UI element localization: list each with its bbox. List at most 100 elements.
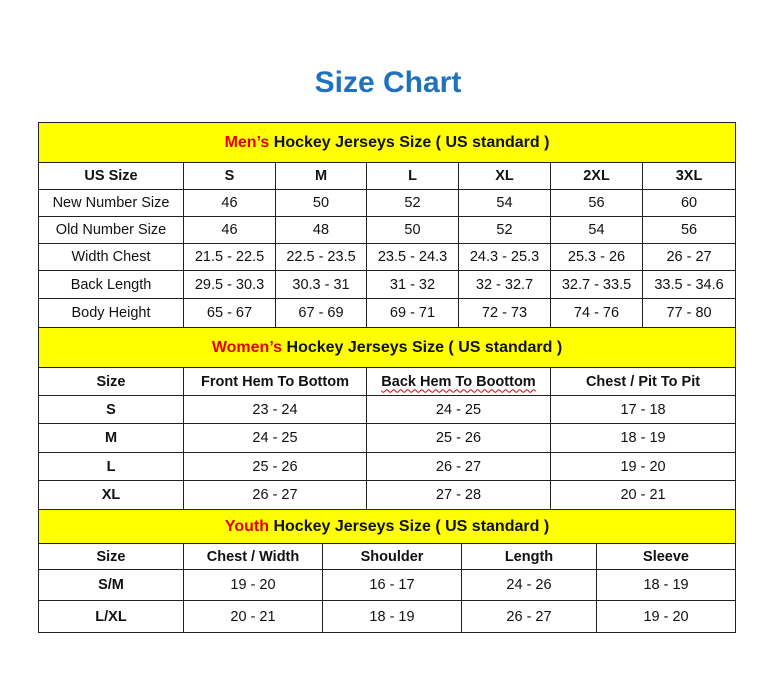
table-cell: 24.3 - 25.3 [458, 243, 551, 271]
column-header: Length [461, 543, 597, 570]
column-header: 3XL [641, 162, 737, 190]
table-cell: 24 - 25 [366, 395, 551, 424]
table-cell: 26 - 27 [366, 452, 551, 481]
row-label: Width Chest [38, 243, 184, 271]
womens-heading-text: Hockey Jerseys Size ( US standard ) [282, 338, 563, 356]
table-row: S 23 - 24 24 - 25 17 - 18 [38, 395, 737, 424]
women-column-headers: Size Front Hem To Bottom Back Hem To Boott… [38, 367, 737, 396]
table-cell: 20 - 21 [183, 600, 323, 633]
column-header: 2XL [550, 162, 643, 190]
table-cell: 27 - 28 [366, 480, 551, 510]
table-cell: 32 - 32.7 [458, 270, 551, 299]
table-cell: 17 - 18 [549, 395, 737, 424]
row-label: S/M [38, 569, 184, 601]
spellcheck-word: Back Hem To Boottom [381, 373, 536, 390]
column-header: Front Hem To Bottom [183, 367, 367, 396]
row-label: Back Length [38, 270, 184, 299]
column-header: Sleeve [595, 543, 737, 570]
youth-heading-text: Hockey Jerseys Size ( US standard ) [269, 517, 550, 535]
table-cell: 48 [275, 216, 367, 244]
table-row: M 24 - 25 25 - 26 18 - 19 [38, 423, 737, 453]
table-row: Body Height 65 - 67 67 - 69 69 - 71 72 - 73 7… [38, 298, 737, 328]
column-header: Size [38, 543, 184, 570]
table-cell: 52 [458, 216, 551, 244]
table-cell: 50 [366, 216, 459, 244]
table-cell: 31 - 32 [366, 270, 459, 299]
mens-heading-text: Hockey Jerseys Size ( US standard ) [269, 133, 550, 151]
table-cell: 25 - 26 [366, 423, 551, 453]
table-cell: 65 - 67 [183, 298, 276, 328]
table-cell: 54 [458, 189, 551, 217]
table-cell: 46 [183, 189, 276, 217]
table-cell: 22.5 - 23.5 [275, 243, 367, 271]
youth-size-table: Youth Hockey Jerseys Size ( US standard … [37, 509, 737, 633]
table-cell: 29.5 - 30.3 [183, 270, 276, 299]
table-cell: 21.5 - 22.5 [183, 243, 276, 271]
column-header: US Size [38, 162, 184, 190]
column-header: L [366, 162, 459, 190]
youth-heading-highlight: Youth [224, 517, 270, 535]
table-cell: 24 - 26 [461, 569, 597, 601]
row-label: New Number Size [38, 189, 184, 217]
womens-section-heading: Women’s Hockey Jerseys Size ( US standar… [37, 327, 737, 368]
table-cell: 18 - 19 [322, 600, 462, 633]
table-cell: 67 - 69 [275, 298, 367, 328]
table-row: Old Number Size 46 48 50 52 54 56 [38, 216, 737, 244]
table-cell: 18 - 19 [595, 569, 737, 601]
row-label: L [38, 452, 184, 481]
table-cell: 19 - 20 [183, 569, 323, 601]
table-cell: 30.3 - 31 [275, 270, 367, 299]
table-cell: 25.3 - 26 [550, 243, 643, 271]
table-cell: 26 - 27 [641, 243, 737, 271]
womens-heading-highlight: Women’s [211, 338, 283, 356]
youth-column-headers: Size Chest / Width Shoulder Length Sleeve [38, 543, 737, 570]
table-cell: 54 [550, 216, 643, 244]
row-label: L/XL [38, 600, 184, 633]
men-column-headers: US Size S M L XL 2XL 3XL [38, 162, 737, 190]
column-header: XL [458, 162, 551, 190]
table-row: L/XL 20 - 21 18 - 19 26 - 27 19 - 20 [38, 600, 737, 633]
page-title: Size Chart [314, 66, 462, 99]
table-row: XL 26 - 27 27 - 28 20 - 21 [38, 480, 737, 510]
table-cell: 16 - 17 [322, 569, 462, 601]
table-cell: 25 - 26 [183, 452, 367, 481]
table-cell: 19 - 20 [549, 452, 737, 481]
youth-section-heading: Youth Hockey Jerseys Size ( US standard … [37, 509, 737, 544]
column-header: M [275, 162, 367, 190]
womens-size-table: Women’s Hockey Jerseys Size ( US standar… [37, 327, 737, 510]
table-cell: 72 - 73 [458, 298, 551, 328]
table-cell: 77 - 80 [641, 298, 737, 328]
table-cell: 56 [550, 189, 643, 217]
table-cell: 74 - 76 [550, 298, 643, 328]
row-label: M [38, 423, 184, 453]
table-cell: 60 [641, 189, 737, 217]
column-header: S [183, 162, 276, 190]
table-cell: 18 - 19 [549, 423, 737, 453]
table-cell: 52 [366, 189, 459, 217]
table-row: S/M 19 - 20 16 - 17 24 - 26 18 - 19 [38, 569, 737, 601]
row-label: Body Height [38, 298, 184, 328]
column-header: Chest / Pit To Pit [549, 367, 737, 396]
row-label: S [38, 395, 184, 424]
table-cell: 46 [183, 216, 276, 244]
table-row: Back Length 29.5 - 30.3 30.3 - 31 31 - 32 32… [38, 270, 737, 299]
table-cell: 19 - 20 [595, 600, 737, 633]
table-cell: 26 - 27 [183, 480, 367, 510]
table-cell: 56 [641, 216, 737, 244]
table-cell: 23 - 24 [183, 395, 367, 424]
column-header: Back Hem To Boottom [366, 367, 551, 396]
table-cell: 32.7 - 33.5 [550, 270, 643, 299]
row-label: XL [38, 480, 184, 510]
row-label: Old Number Size [38, 216, 184, 244]
mens-section-heading: Men’s Hockey Jerseys Size ( US standard … [37, 122, 737, 163]
column-header: Chest / Width [183, 543, 323, 570]
table-cell: 24 - 25 [183, 423, 367, 453]
column-header: Shoulder [322, 543, 462, 570]
mens-heading-highlight: Men’s [224, 133, 270, 151]
table-cell: 26 - 27 [461, 600, 597, 633]
table-row: L 25 - 26 26 - 27 19 - 20 [38, 452, 737, 481]
table-cell: 50 [275, 189, 367, 217]
column-header: Size [38, 367, 184, 396]
table-cell: 20 - 21 [549, 480, 737, 510]
table-cell: 69 - 71 [366, 298, 459, 328]
